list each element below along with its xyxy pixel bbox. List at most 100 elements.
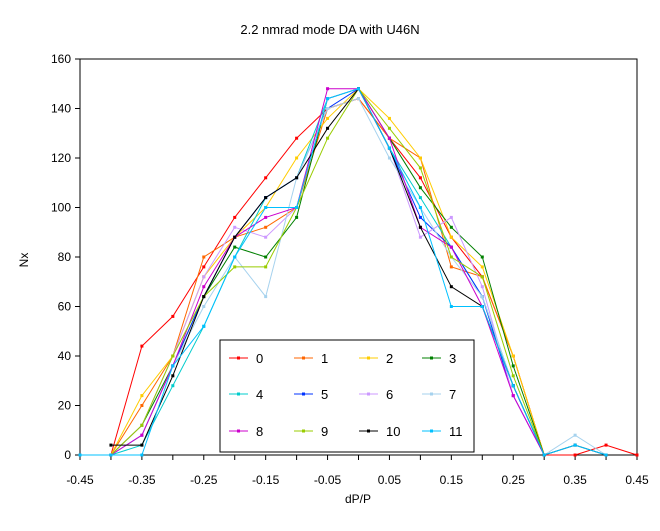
legend-item-8: 8: [229, 424, 263, 439]
data-point: [573, 433, 577, 437]
data-point: [140, 453, 144, 457]
legend-item-2: 2: [359, 351, 393, 366]
y-tick-label: 140: [51, 102, 71, 116]
legend-item-10: 10: [359, 424, 400, 439]
legend-item-6: 6: [359, 387, 393, 402]
data-point: [480, 285, 484, 289]
y-tick-label: 160: [51, 52, 71, 66]
legend-label: 5: [321, 387, 328, 402]
x-tick-label: 0.15: [440, 473, 464, 487]
legend-marker: [302, 392, 305, 396]
data-point: [357, 87, 360, 91]
data-point: [233, 265, 237, 269]
y-tick-label: 40: [58, 349, 72, 363]
x-tick-label: -0.35: [128, 473, 156, 487]
x-axis-title: dP/P: [345, 492, 371, 506]
data-point: [295, 206, 299, 209]
legend-label: 9: [321, 424, 328, 439]
x-tick-label: 0.35: [563, 473, 587, 487]
data-point: [480, 305, 484, 308]
data-point: [418, 166, 422, 170]
y-tick-label: 0: [64, 448, 71, 462]
data-point: [202, 265, 206, 269]
data-point: [171, 384, 175, 388]
legend-label: 11: [449, 424, 463, 439]
legend: 0 1 2 3 4 5 6 7 8 9 10 11: [219, 339, 475, 453]
series-11: [78, 87, 608, 457]
data-point: [233, 245, 237, 249]
data-point: [171, 374, 175, 378]
x-tick-label: 0.25: [502, 473, 526, 487]
data-point: [480, 275, 484, 279]
data-point: [387, 156, 391, 160]
data-point: [202, 295, 206, 299]
data-point: [202, 324, 206, 328]
data-point: [202, 255, 206, 259]
legend-item-7: 7: [422, 387, 456, 402]
legend-item-3: 3: [422, 351, 456, 366]
y-tick-label: 80: [58, 250, 72, 264]
series-layer: [78, 87, 639, 457]
legend-marker: [367, 356, 370, 360]
legend-marker: [302, 429, 305, 433]
legend-label: 8: [256, 424, 263, 439]
data-point: [357, 97, 360, 101]
legend-marker: [430, 356, 433, 360]
data-point: [604, 453, 608, 457]
data-point: [480, 255, 484, 259]
y-tick-label: 120: [51, 151, 71, 165]
data-point: [264, 196, 268, 200]
legend-item-9: 9: [294, 424, 328, 439]
x-tick-label: -0.45: [66, 473, 94, 487]
legend-label: 4: [256, 387, 263, 402]
data-point: [109, 453, 113, 457]
data-point: [295, 156, 299, 160]
legend-marker: [367, 429, 370, 433]
data-point: [449, 235, 453, 239]
y-tick-label: 60: [58, 300, 72, 314]
data-point: [264, 255, 268, 259]
legend-label: 10: [386, 424, 400, 439]
data-point: [449, 245, 453, 249]
x-tick-label: -0.05: [314, 473, 342, 487]
data-point: [140, 443, 144, 447]
data-point: [511, 374, 515, 378]
x-tick-label: -0.15: [252, 473, 280, 487]
legend-marker: [237, 392, 240, 396]
data-point: [264, 225, 268, 229]
y-tick-label: 20: [58, 399, 72, 413]
data-point: [449, 225, 453, 229]
data-point: [511, 394, 515, 398]
data-point: [387, 116, 391, 120]
data-point: [387, 146, 391, 150]
y-tick-label: 100: [51, 201, 71, 215]
data-point: [418, 176, 422, 180]
x-tick-label: 0.05: [378, 473, 402, 487]
data-point: [264, 295, 268, 299]
data-point: [635, 453, 639, 457]
data-point: [418, 156, 422, 160]
data-point: [326, 116, 330, 120]
legend-label: 2: [386, 351, 393, 366]
data-point: [264, 265, 268, 269]
data-point: [573, 443, 577, 447]
data-point: [140, 423, 144, 427]
data-point: [418, 206, 422, 209]
data-point: [202, 305, 206, 308]
legend-label: 0: [256, 351, 263, 366]
data-point: [511, 384, 515, 388]
data-point: [418, 235, 422, 239]
series-line: [80, 88, 607, 456]
data-point: [264, 176, 268, 180]
data-point: [202, 285, 206, 289]
legend-item-4: 4: [229, 387, 263, 402]
legend-item-1: 1: [294, 351, 328, 366]
legend-marker: [237, 356, 240, 360]
data-point: [542, 453, 546, 457]
legend-marker: [367, 392, 370, 396]
data-point: [326, 87, 330, 91]
y-axis: 0 20 40 60 80 100 120 140 160: [51, 52, 80, 462]
data-point: [171, 354, 175, 358]
data-point: [573, 453, 577, 457]
data-point: [233, 255, 237, 259]
